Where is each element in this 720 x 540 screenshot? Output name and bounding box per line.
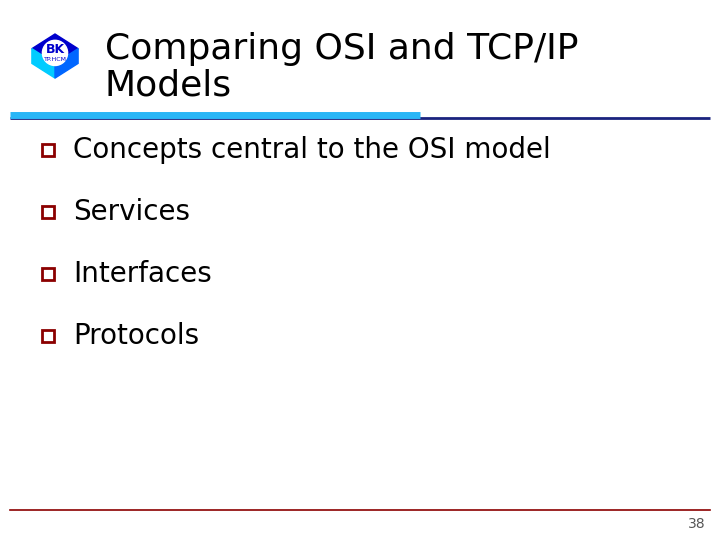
Text: BK: BK (45, 43, 65, 57)
Circle shape (42, 40, 68, 65)
Text: TP.HCM: TP.HCM (43, 57, 66, 62)
FancyBboxPatch shape (42, 144, 54, 156)
Text: Services: Services (73, 198, 190, 226)
Polygon shape (55, 49, 78, 78)
Text: Interfaces: Interfaces (73, 260, 212, 288)
Text: Comparing OSI and TCP/IP: Comparing OSI and TCP/IP (105, 32, 578, 66)
Text: Concepts central to the OSI model: Concepts central to the OSI model (73, 136, 551, 164)
Polygon shape (32, 34, 78, 63)
Polygon shape (32, 49, 55, 78)
FancyBboxPatch shape (42, 268, 54, 280)
Text: 38: 38 (688, 517, 706, 531)
FancyBboxPatch shape (42, 330, 54, 342)
FancyBboxPatch shape (42, 206, 54, 218)
Text: Protocols: Protocols (73, 322, 199, 350)
Text: Models: Models (105, 68, 232, 102)
